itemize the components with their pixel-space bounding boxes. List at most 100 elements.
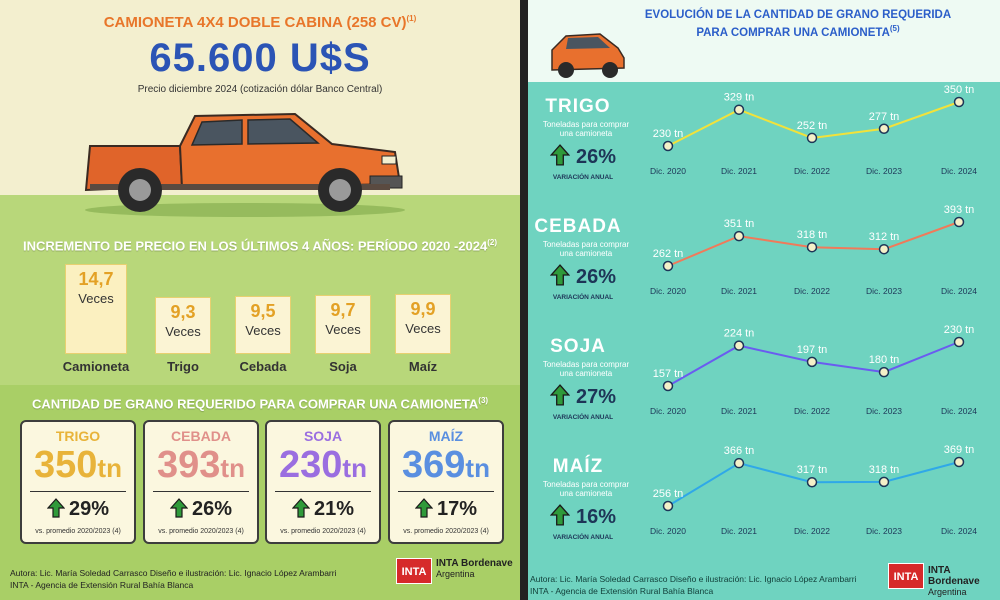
series-name: SOJA bbox=[550, 336, 606, 357]
series-variation: 26% bbox=[528, 144, 638, 169]
left-panel: CAMIONETA 4X4 DOBLE CABINA (258 CV)(1) 6… bbox=[0, 0, 520, 600]
x-tick-label: Dic. 2024 bbox=[941, 286, 977, 296]
data-point bbox=[953, 216, 965, 228]
series-subtitle: Toneladas para comprar una camioneta bbox=[542, 480, 630, 498]
arrow-up-icon bbox=[549, 264, 571, 286]
data-label: 366 tn bbox=[724, 445, 755, 457]
data-label: 180 tn bbox=[869, 354, 900, 366]
series-subtitle: Toneladas para comprar una camioneta bbox=[542, 120, 630, 138]
vehicle-title: CAMIONETA 4X4 DOBLE CABINA (258 CV)(1) bbox=[103, 14, 417, 31]
inta-logo-text: INTA Bordenave Argentina bbox=[436, 558, 513, 579]
grain-card-percent: 26% bbox=[145, 498, 257, 521]
series-subtitle: Toneladas para comprar una camioneta bbox=[542, 360, 630, 378]
data-point bbox=[953, 456, 965, 468]
data-point bbox=[878, 366, 890, 378]
data-point bbox=[953, 96, 965, 108]
increase-bar-unit: Veces bbox=[165, 324, 201, 339]
x-tick-label: Dic. 2021 bbox=[721, 166, 757, 176]
grain-card: TRIGO 350tn 29% vs. promedio 2020/2023 (4) bbox=[20, 420, 136, 544]
credits: Autora: Lic. María Soledad Carrasco Dise… bbox=[10, 567, 336, 591]
data-point bbox=[733, 230, 745, 242]
grain-card-quantity: 369tn bbox=[390, 444, 502, 487]
data-point bbox=[878, 123, 890, 135]
x-tick-label: Dic. 2022 bbox=[794, 286, 830, 296]
grain-card-qty-number: 369 bbox=[402, 444, 466, 486]
grain-card-percent-value: 29% bbox=[68, 498, 110, 520]
x-tick-label: Dic. 2020 bbox=[650, 406, 686, 416]
x-tick-label: Dic. 2024 bbox=[941, 406, 977, 416]
increase-bar: 9,9 Veces bbox=[395, 294, 451, 354]
data-point bbox=[806, 356, 818, 368]
data-label: 318 tn bbox=[797, 229, 828, 241]
grain-card-name: SOJA bbox=[303, 428, 343, 444]
grain-card-name: MAÍZ bbox=[428, 428, 464, 444]
grain-card-qty-number: 393 bbox=[157, 444, 221, 486]
data-label: 224 tn bbox=[724, 328, 755, 340]
data-point bbox=[733, 457, 745, 469]
x-tick-label: Dic. 2023 bbox=[866, 526, 902, 536]
grain-card-divider bbox=[398, 491, 494, 492]
x-tick-label: Dic. 2022 bbox=[794, 526, 830, 536]
increase-bar-label: Camioneta bbox=[62, 359, 130, 374]
grain-card-name: TRIGO bbox=[55, 428, 101, 444]
series-variation: 26% bbox=[528, 264, 638, 289]
data-point bbox=[662, 260, 674, 272]
increase-bar: 14,7 Veces bbox=[65, 264, 127, 354]
panel-divider bbox=[520, 0, 528, 600]
x-tick-label: Dic. 2020 bbox=[650, 526, 686, 536]
grain-card-quantity: 350tn bbox=[22, 444, 134, 487]
series-variation-value: 26% bbox=[575, 146, 617, 168]
series-name: TRIGO bbox=[545, 96, 611, 117]
grain-card-note: vs. promedio 2020/2023 (4) bbox=[35, 528, 121, 535]
data-point bbox=[662, 140, 674, 152]
price: 65.600 U$S bbox=[149, 36, 371, 80]
data-label: 369 tn bbox=[944, 444, 975, 456]
series-variation: 27% bbox=[528, 384, 638, 409]
right-credits-authors: Autora: Lic. María Soledad Carrasco Dise… bbox=[530, 574, 857, 584]
grain-card: SOJA 230tn 21% vs. promedio 2020/2023 (4) bbox=[265, 420, 381, 544]
data-label: 197 tn bbox=[797, 344, 828, 356]
grain-card-quantity: 393tn bbox=[145, 444, 257, 487]
data-point bbox=[878, 476, 890, 488]
series-variation-value: 26% bbox=[575, 266, 617, 288]
data-label: 329 tn bbox=[724, 92, 755, 104]
grain-card-percent: 21% bbox=[267, 498, 379, 521]
x-tick-label: Dic. 2023 bbox=[866, 406, 902, 416]
grain-card-percent-value: 17% bbox=[436, 498, 478, 520]
grain-line-charts: 230 tn Dic. 2020 329 tn Dic. 2021 252 tn Dic.… bbox=[650, 84, 977, 536]
x-tick-label: Dic. 2022 bbox=[794, 166, 830, 176]
arrow-up-icon bbox=[549, 384, 571, 406]
increase-bar-unit: Veces bbox=[405, 321, 441, 336]
variation-label: VARIACIÓN ANUAL bbox=[552, 414, 614, 421]
truck-illustration bbox=[84, 112, 405, 217]
grain-card-divider bbox=[30, 491, 126, 492]
data-label: 252 tn bbox=[797, 120, 828, 132]
x-tick-label: Dic. 2020 bbox=[650, 166, 686, 176]
data-label: 256 tn bbox=[653, 488, 684, 500]
data-label: 318 tn bbox=[869, 464, 900, 476]
data-label: 317 tn bbox=[797, 464, 828, 476]
arrow-up-icon bbox=[549, 504, 571, 526]
data-label: 230 tn bbox=[944, 324, 975, 336]
grain-card-name: CEBADA bbox=[171, 428, 231, 444]
increase-bar-label: Cebada bbox=[239, 359, 287, 374]
data-point bbox=[662, 500, 674, 512]
data-point bbox=[953, 336, 965, 348]
arrow-up-icon bbox=[291, 498, 311, 518]
data-label: 393 tn bbox=[944, 204, 975, 216]
data-point bbox=[806, 476, 818, 488]
small-truck-illustration bbox=[551, 33, 625, 78]
right-inta-logo: INTA bbox=[888, 563, 924, 589]
data-point bbox=[733, 340, 745, 351]
increase-title: INCREMENTO DE PRECIO EN LOS ÚLTIMOS 4 AÑ… bbox=[22, 238, 498, 254]
x-tick-label: Dic. 2023 bbox=[866, 286, 902, 296]
grain-card-divider bbox=[275, 491, 371, 492]
grain-card-qty-number: 350 bbox=[34, 444, 98, 486]
grain-card-percent-value: 21% bbox=[313, 498, 355, 520]
variation-label: VARIACIÓN ANUAL bbox=[552, 534, 614, 541]
right-title: EVOLUCIÓN DE LA CANTIDAD DE GRANO REQUER… bbox=[644, 9, 952, 39]
grain-title: CANTIDAD DE GRANO REQUERIDO PARA COMPRAR… bbox=[31, 396, 489, 412]
x-tick-label: Dic. 2021 bbox=[721, 286, 757, 296]
data-point bbox=[806, 132, 818, 144]
variation-label: VARIACIÓN ANUAL bbox=[552, 174, 614, 181]
